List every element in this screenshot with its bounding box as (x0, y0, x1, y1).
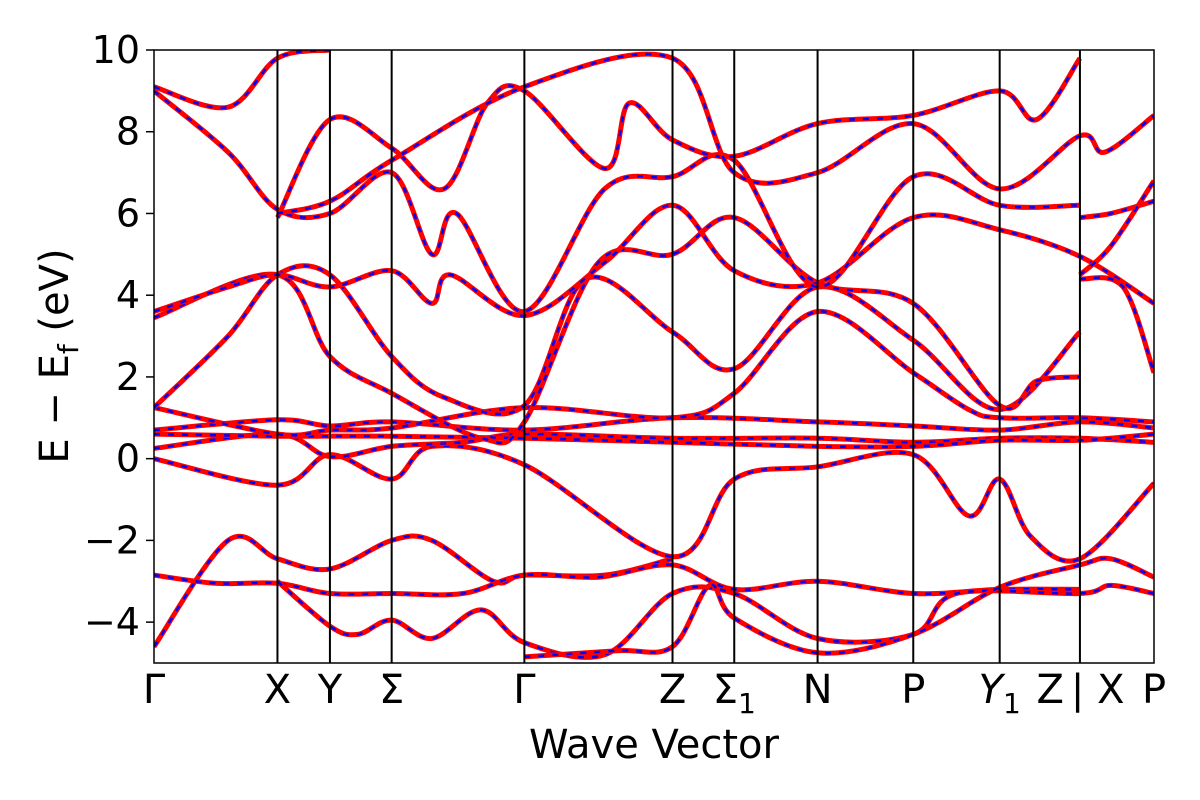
kpoint-label: P (1142, 667, 1166, 713)
band-2-solid (154, 562, 1080, 598)
kpoint-label: Z (1037, 667, 1064, 713)
kpoint-label: Σ (379, 667, 404, 713)
band-17-dashed (1079, 200, 1154, 219)
kpoint-label: X (264, 667, 291, 713)
y-tick-label: 2 (116, 355, 140, 399)
x-axis-title: Wave Vector (529, 722, 780, 768)
y-tick-label: −2 (84, 518, 140, 562)
band-19-dashed (1079, 276, 1154, 374)
plot-frame (153, 49, 1155, 664)
y-axis-title-unit: (eV) (32, 248, 78, 344)
kpoint-label: Γ (143, 667, 166, 713)
band-14-solid (154, 50, 331, 111)
band-18-dashed (1079, 180, 1154, 276)
kpoint-label: Y (317, 667, 343, 713)
band-15-dashed (276, 57, 1081, 219)
high-symmetry-lines (276, 50, 1081, 663)
band-13-dashed (154, 89, 1080, 313)
band-5-solid (154, 443, 1154, 564)
band-12-dashed (154, 204, 1154, 317)
band-5-dashed (154, 444, 1154, 563)
y-tick-label: 10 (92, 28, 140, 72)
y-tick-label: 0 (116, 437, 140, 481)
band-3-dashed (276, 580, 1154, 659)
y-tick-label: 4 (116, 273, 140, 317)
y-tick-label: −4 (84, 600, 140, 644)
kpoint-label: Γ (513, 667, 536, 713)
y-tick-label: 6 (116, 191, 140, 235)
band-lines (154, 50, 1154, 660)
kpoint-label: Σ1 (713, 667, 756, 720)
y-tick-label: 8 (116, 110, 140, 154)
kpoint-label: Z (659, 667, 686, 713)
band-19-solid (1079, 275, 1154, 374)
band-17-solid (1079, 198, 1154, 221)
band-16-solid (276, 51, 1154, 216)
kpoint-label: Y1 (979, 667, 1021, 720)
band-15-solid (275, 56, 1082, 219)
y-axis-title-main: E − E (32, 354, 78, 464)
band-7-dashed (154, 432, 1154, 449)
y-axis-title-sub: f (52, 343, 85, 354)
band-16-dashed (277, 52, 1154, 215)
y-axis-ticks: −4 −2 0 2 4 6 8 10 (84, 28, 154, 644)
kpoint-label: P (901, 667, 925, 713)
y-axis-title: E − Ef (eV) (32, 248, 85, 463)
kpoint-label: | X (1071, 667, 1125, 713)
band-2-dashed (154, 563, 1080, 597)
kpoint-label: N (803, 667, 833, 713)
